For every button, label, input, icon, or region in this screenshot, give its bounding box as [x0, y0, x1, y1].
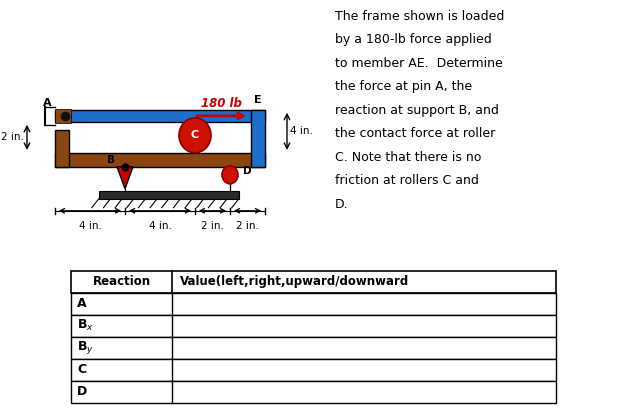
Bar	[55, 110, 265, 122]
Text: E: E	[254, 95, 262, 105]
Text: the force at pin A, the: the force at pin A, the	[335, 80, 472, 93]
Text: 4 in.: 4 in.	[148, 221, 171, 231]
Bar	[99, 191, 239, 199]
Text: the contact force at roller: the contact force at roller	[335, 127, 495, 140]
Text: B: B	[107, 155, 115, 165]
Text: C: C	[191, 130, 199, 140]
Bar	[71, 271, 556, 293]
Text: 180 lb: 180 lb	[201, 97, 242, 110]
Text: The frame shown is loaded: The frame shown is loaded	[335, 10, 505, 23]
Bar	[71, 381, 556, 403]
Text: D: D	[77, 385, 87, 398]
Text: A: A	[42, 98, 51, 108]
Bar	[71, 359, 556, 381]
Bar	[251, 110, 265, 167]
Text: 2 in.: 2 in.	[236, 221, 259, 231]
Bar	[71, 315, 556, 337]
Text: D.: D.	[335, 198, 349, 211]
Text: friction at rollers C and: friction at rollers C and	[335, 174, 479, 187]
Bar	[71, 337, 556, 359]
Text: reaction at support B, and: reaction at support B, and	[335, 104, 499, 117]
Text: Value(left,right,upward/downward: Value(left,right,upward/downward	[180, 275, 409, 288]
Bar	[55, 130, 69, 167]
Polygon shape	[117, 167, 133, 189]
Text: C. Note that there is no: C. Note that there is no	[335, 151, 482, 164]
Text: 4 in.: 4 in.	[290, 127, 313, 136]
Bar	[55, 109, 71, 123]
Text: A: A	[77, 297, 87, 310]
Bar	[55, 153, 265, 167]
Ellipse shape	[222, 166, 238, 184]
Text: C: C	[77, 363, 86, 376]
Text: Reaction: Reaction	[92, 275, 151, 288]
Text: 2 in.: 2 in.	[201, 221, 224, 231]
Bar	[71, 293, 556, 315]
Text: 4 in.: 4 in.	[78, 221, 101, 231]
Text: D: D	[243, 166, 252, 176]
Text: to member AE.  Determine: to member AE. Determine	[335, 57, 503, 70]
Ellipse shape	[179, 118, 211, 153]
Text: by a 180-lb force applied: by a 180-lb force applied	[335, 34, 492, 47]
Text: B$_x$: B$_x$	[77, 318, 94, 334]
Text: B$_y$: B$_y$	[77, 339, 94, 357]
Text: 2 in.: 2 in.	[1, 132, 24, 142]
